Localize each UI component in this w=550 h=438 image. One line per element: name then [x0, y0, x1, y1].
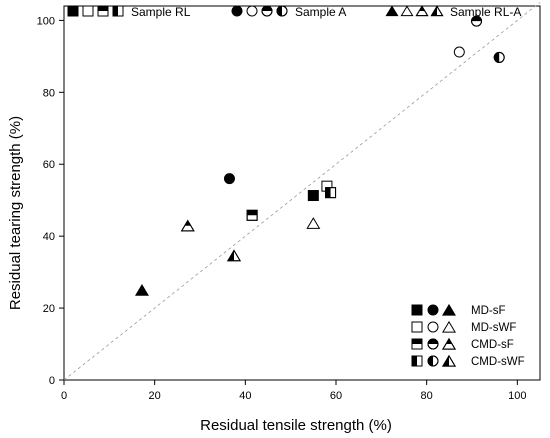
point-sample-rl-cmd-swf [325, 187, 337, 199]
point-sample-rl-a-cmd-sf [180, 219, 195, 232]
legend-marker [82, 5, 94, 17]
x-tick-label: 0 [61, 390, 67, 402]
x-tick-label: 100 [508, 390, 526, 402]
axis-ticks: 0 20 40 60 80 100 0 20 40 60 80 100 [37, 15, 527, 402]
legend-marker [427, 321, 439, 333]
point-sample-rl-md-sf [307, 190, 319, 202]
legend-marker [276, 5, 288, 17]
plot-area [63, 2, 541, 381]
y-axis-title: Residual tearing strength (%) [7, 116, 24, 310]
legend-marker [427, 304, 439, 316]
legend-marker [231, 5, 243, 17]
legend-marker [97, 5, 109, 17]
x-tick-label: 60 [330, 390, 342, 402]
legend-marker [430, 5, 444, 17]
legend-marker [411, 355, 423, 367]
data-markers [134, 15, 505, 296]
legend-label-md-sf: MD-sF [471, 305, 506, 317]
point-sample-a-md-swf [453, 46, 465, 58]
y-tick-label: 100 [37, 15, 55, 27]
legend-label-cmd-swf: CMD-sWF [471, 356, 525, 368]
reference-line [63, 2, 541, 381]
legend-label-sample-a: Sample A [295, 5, 346, 19]
legend-marker [385, 5, 399, 17]
y-tick-label: 0 [49, 375, 55, 387]
legend-row-cmd-swf: CMD-sWF [411, 354, 525, 368]
x-tick-label: 40 [239, 390, 251, 402]
legend-marker [411, 321, 423, 333]
legend-marker [427, 338, 439, 350]
y-tick-label: 40 [43, 231, 55, 243]
plot-frame [63, 5, 541, 381]
legend-marker [442, 354, 456, 367]
legend-marker [442, 320, 456, 333]
point-sample-a-md-sf [223, 173, 235, 185]
legend-marker [411, 338, 423, 350]
y-tick-label: 60 [43, 159, 55, 171]
legend-row-cmd-sf: CMD-sF [411, 337, 514, 351]
x-tick-label: 80 [421, 390, 433, 402]
legend-marker [442, 303, 456, 316]
legend-marker [415, 5, 429, 17]
point-sample-rl-cmd-sf [246, 209, 258, 221]
x-axis-title: Residual tensile strength (%) [200, 417, 392, 434]
sample-legend: Sample RL Sample A Sample RL-A [67, 5, 521, 19]
x-tick-label: 20 [149, 390, 161, 402]
legend-label-sample-rl-a: Sample RL-A [450, 5, 521, 19]
legend-marker [112, 5, 124, 17]
legend-group-sample-a: Sample A [231, 5, 346, 19]
point-sample-rl-a-md-sf [134, 284, 149, 296]
legend-marker [411, 304, 423, 316]
legend-label-md-swf: MD-sWF [471, 322, 516, 334]
point-sample-rl-a-cmd-swf [227, 249, 241, 262]
legend-group-sample-rl: Sample RL [67, 5, 191, 19]
condition-legend: MD-sF MD-sWF CMD-sF CMD-sWF [411, 303, 525, 368]
legend-marker [427, 355, 439, 367]
y-tick-label: 80 [43, 87, 55, 99]
legend-label-cmd-sf: CMD-sF [471, 339, 514, 351]
legend-marker [442, 337, 456, 350]
point-sample-a-cmd-swf [493, 51, 505, 63]
legend-row-md-swf: MD-sWF [411, 320, 516, 334]
legend-group-sample-rl-a: Sample RL-A [385, 5, 521, 19]
legend-row-md-sf: MD-sF [411, 303, 506, 317]
legend-marker [67, 5, 79, 17]
point-sample-rl-a-md-swf [306, 217, 321, 229]
y-tick-label: 20 [43, 303, 55, 315]
legend-marker [400, 5, 414, 17]
legend-marker [246, 5, 258, 17]
point-sample-a-cmd-sf [471, 15, 483, 27]
legend-label-sample-rl: Sample RL [131, 5, 191, 19]
legend-marker [261, 5, 273, 17]
